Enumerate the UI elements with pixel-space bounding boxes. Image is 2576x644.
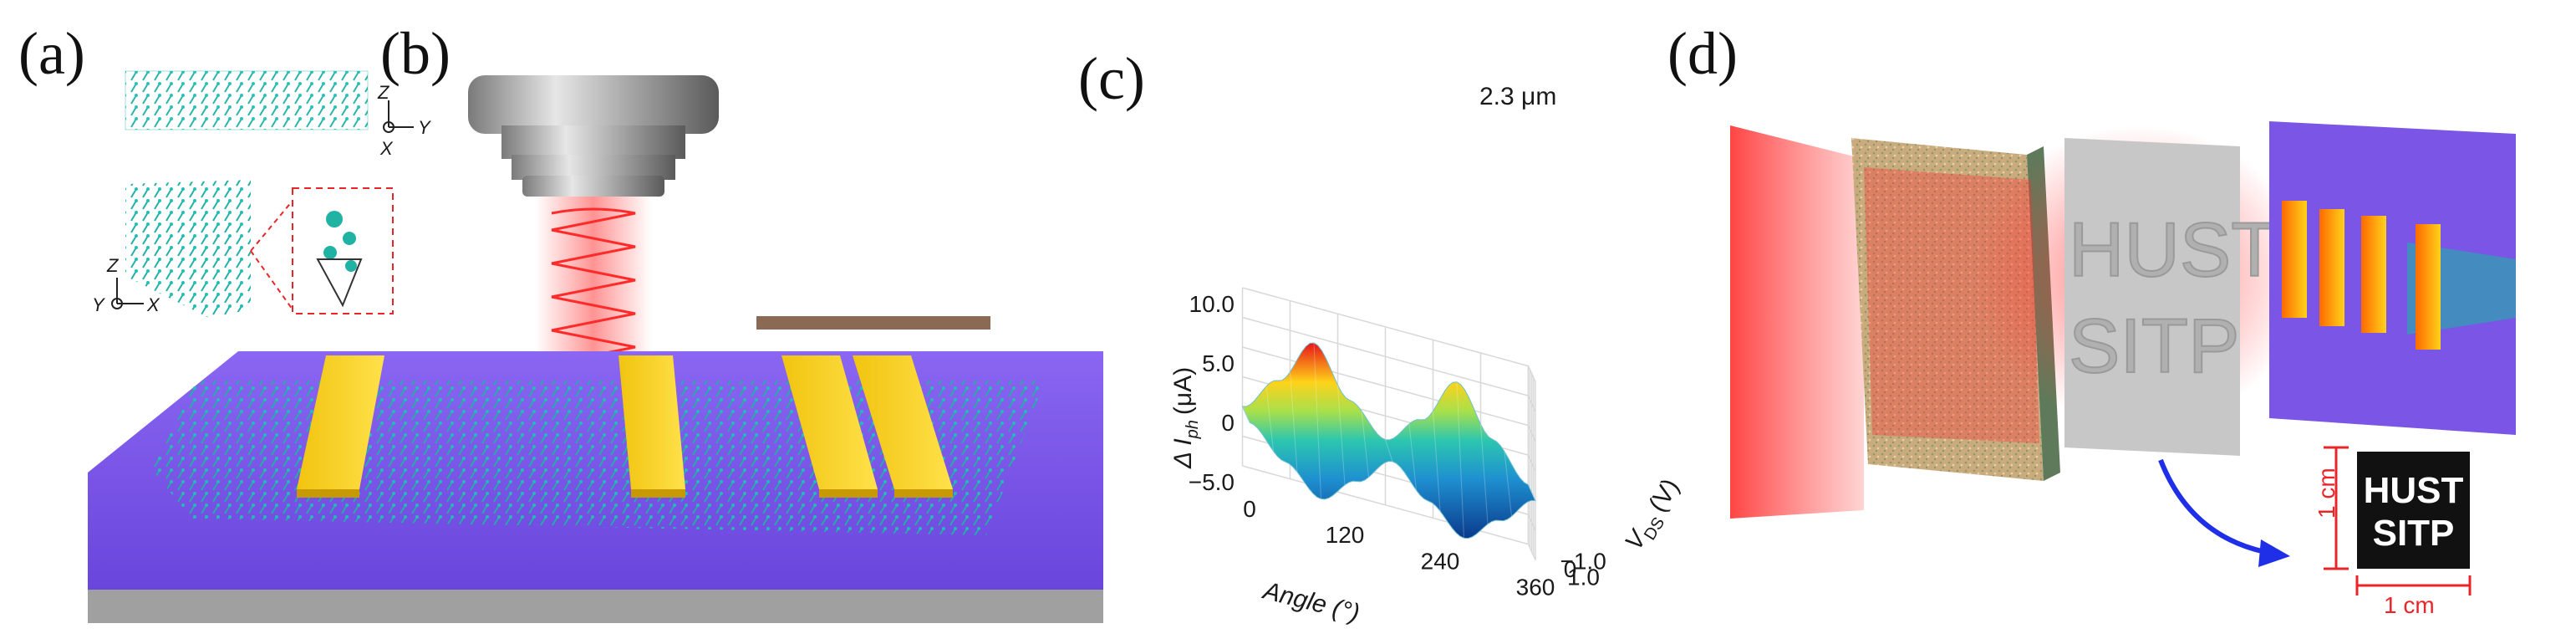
depth-tick-label: 1.0 [1567, 565, 1600, 590]
surface-mesh-line [1456, 381, 1464, 539]
mask-text-line2: SITP [2069, 304, 2239, 389]
z-tick-label: −5.0 [1189, 469, 1235, 495]
nanowire-crystal-top [125, 70, 369, 130]
depth-tick-label: −1.0 [1560, 549, 1606, 575]
z-axis-label-main: Δ I [1169, 438, 1197, 469]
dimension-lines [2324, 446, 2472, 595]
gold-electrode-4 [853, 355, 953, 498]
surface-mesh-line [1528, 484, 1536, 501]
device-schematic: Z X Y Z X Y [88, 70, 1103, 623]
result-line2: SITP [2372, 512, 2455, 554]
z-tick-label: 10.0 [1189, 291, 1235, 317]
z-axis-label: Δ Iph (μA) [1169, 367, 1202, 469]
x-tick-label: 120 [1326, 522, 1365, 548]
mask-text-line1: HUST [2069, 207, 2278, 293]
detector-bar-1 [2282, 201, 2307, 318]
z-axis-label-unit: (μA) [1169, 367, 1197, 415]
surface-mesh-lines [1242, 342, 1536, 539]
surface-mesh-line [1480, 424, 1489, 524]
ir-light-beam [1730, 125, 1864, 519]
x-tick-label: 360 [1516, 575, 1555, 601]
axis-y-top: Y [418, 117, 431, 138]
x-tick-label: 0 [1243, 496, 1256, 522]
result-line1: HUST [2363, 470, 2464, 511]
panel-label-c: (c) [1078, 45, 1145, 112]
axes-indicator-side [111, 278, 144, 309]
panel-label-b: (b) [380, 20, 451, 87]
detector-array-device [2269, 121, 2516, 435]
detector-bar-4 [2416, 224, 2441, 350]
axis-z-top: Z [377, 82, 390, 103]
chart-gridlines [1241, 287, 1536, 560]
z-axis-label-sub: ph [1184, 420, 1202, 439]
surface-mesh [1241, 342, 1536, 539]
gold-electrode-2 [619, 355, 685, 498]
axis-z-side: Z [106, 255, 120, 276]
nanowire-crystal-side [125, 180, 251, 318]
surface-mesh-line [1290, 371, 1298, 473]
dimension-horizontal-label: 1 cm [2384, 592, 2435, 618]
axis-x-top: X [379, 138, 394, 159]
panel-label-a: (a) [18, 20, 85, 87]
z-tick-label: 0 [1221, 410, 1235, 436]
detector-bar-3 [2361, 216, 2386, 333]
gold-electrode-1 [297, 355, 384, 498]
x-tick-label: 240 [1421, 548, 1460, 574]
panel-label-d: (d) [1667, 20, 1738, 87]
surface-mesh-line [1408, 423, 1417, 491]
surface-mesh-line [1433, 411, 1441, 512]
gold-electrode-3 [781, 355, 878, 498]
surface-mesh-line [1313, 342, 1321, 499]
surface-mesh-line [1265, 386, 1274, 452]
axes-indicator-top [383, 100, 414, 133]
surface-mesh-line [1385, 439, 1393, 462]
depth-tick-label: 0 [1564, 556, 1577, 582]
surface-mesh-line [1504, 451, 1512, 517]
imaging-arrow [2158, 458, 2290, 567]
surface-mesh-line [1242, 406, 1250, 423]
objective-lens [468, 75, 719, 197]
dimension-vertical-label: 1 cm [2314, 468, 2339, 519]
detector-bar-2 [2319, 209, 2344, 326]
surface-mesh-line [1337, 385, 1346, 485]
molecule-zoom-box [250, 187, 394, 314]
probe-bar [756, 316, 990, 330]
surface-mesh-line [1361, 411, 1369, 478]
chart-title: 2.3 μm [1479, 83, 1556, 110]
axis-y-side: Y [92, 294, 105, 315]
hust-sitp-mask: HUST SITP [2064, 138, 2278, 456]
z-tick-label: 5.0 [1202, 350, 1235, 376]
imaging-result: HUST SITP [2357, 452, 2470, 569]
axis-x-side: X [146, 294, 160, 315]
